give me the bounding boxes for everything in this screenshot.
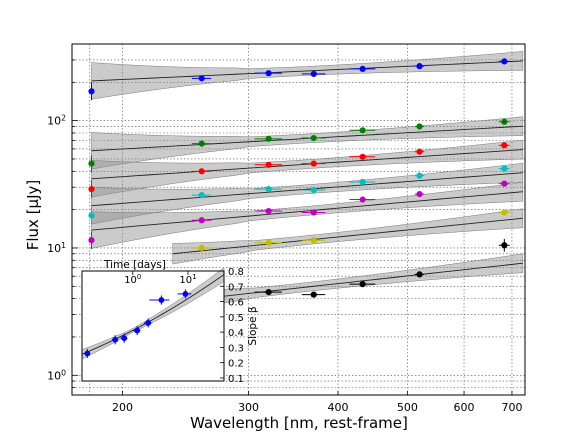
data-point-0	[88, 88, 95, 95]
data-point-4	[310, 209, 317, 216]
inset-y-tick-label: 0.2	[228, 359, 244, 370]
fit-line-3	[91, 172, 523, 207]
data-point-6	[265, 289, 272, 296]
x-tick-label: 300	[238, 401, 259, 414]
data-point-6	[359, 281, 366, 288]
data-point-4	[359, 196, 366, 203]
inset-y-tick-label: 0.3	[228, 343, 244, 354]
data-point-6	[416, 271, 423, 278]
data-point-3	[265, 185, 272, 193]
data-point-4	[198, 217, 205, 224]
data-point-5	[501, 209, 508, 216]
inset-background	[82, 271, 224, 381]
data-point-3	[88, 212, 95, 219]
data-point-1	[501, 118, 508, 125]
y-tick-label: 102	[47, 113, 66, 128]
x-tick-label: 200	[112, 401, 133, 414]
data-point-3	[501, 165, 508, 172]
inset-data-point	[145, 320, 152, 326]
data-point-1	[310, 134, 317, 142]
data-point-4	[88, 237, 95, 244]
inset-data-point	[158, 297, 165, 303]
y-axis-label: Flux [μJy]	[24, 180, 42, 251]
data-point-3	[310, 186, 317, 194]
data-point-1	[359, 127, 366, 134]
fit-band-0	[91, 51, 524, 100]
fit-line-0	[91, 60, 523, 82]
y-tick-label: 101	[47, 240, 66, 255]
fit-line-4	[91, 191, 523, 231]
data-point-0	[416, 63, 423, 70]
inset-y-tick-label: 0.4	[228, 328, 244, 339]
data-point-2	[198, 168, 205, 175]
inset-frame	[81, 270, 225, 382]
inset-data-point	[84, 350, 91, 357]
data-point-4	[265, 207, 272, 215]
inset-y-tick-label: 0.8	[228, 267, 244, 278]
plot-frame	[71, 43, 526, 396]
inset-y-tick-label: 0.5	[228, 313, 244, 324]
fit-band-1	[91, 116, 524, 170]
inset-fit-line	[81, 274, 225, 355]
data-point-1	[198, 140, 205, 147]
fit-band-2	[91, 139, 524, 198]
data-point-5	[265, 239, 272, 246]
data-point-0	[501, 58, 508, 65]
main-plot-area: 200 300 400 500 600 700 100 101 102	[47, 43, 526, 414]
fit-line-2	[91, 149, 523, 180]
data-point-1	[88, 160, 95, 167]
data-point-4	[416, 190, 423, 198]
data-point-0	[359, 65, 366, 72]
data-point-3	[416, 172, 423, 179]
inset-data-point	[121, 335, 128, 342]
data-point-1	[265, 135, 272, 142]
x-tick-label: 600	[454, 401, 475, 414]
inset-y-tick-label: 0.7	[228, 282, 244, 293]
x-tick-label: 500	[397, 401, 418, 414]
data-point-6	[310, 291, 317, 298]
inset-y-axis-label: Slope β	[247, 306, 259, 345]
data-point-2	[359, 153, 366, 160]
data-point-0	[198, 75, 205, 82]
x-tick-label: 700	[501, 401, 522, 414]
x-tick-label: 400	[327, 401, 348, 414]
data-point-2	[265, 161, 272, 168]
data-point-1	[416, 123, 423, 130]
data-point-2	[416, 148, 423, 155]
inset-data-point	[134, 327, 141, 334]
inset-data-point	[182, 291, 189, 297]
data-point-2	[501, 142, 508, 149]
x-axis-label: Wavelength [nm, rest-frame]	[190, 414, 408, 432]
fit-line-6	[172, 262, 523, 303]
data-point-2	[310, 160, 317, 167]
data-point-5	[310, 237, 317, 244]
data-point-6	[501, 242, 508, 249]
inset-y-tick-label: 0.1	[228, 374, 244, 385]
data-point-5	[198, 244, 205, 252]
inset-data-point	[112, 336, 119, 343]
data-point-0	[265, 70, 272, 77]
fit-band-4	[91, 181, 524, 249]
inset-y-tick-label: 0.6	[228, 298, 244, 309]
data-point-4	[501, 180, 508, 187]
inset-x-axis-label: Time [days]	[103, 259, 166, 271]
data-point-0	[310, 70, 317, 77]
data-point-3	[359, 178, 366, 186]
fit-line-5	[172, 217, 523, 255]
data-point-2	[88, 185, 95, 193]
y-tick-label: 100	[47, 368, 66, 383]
data-point-3	[198, 192, 205, 199]
